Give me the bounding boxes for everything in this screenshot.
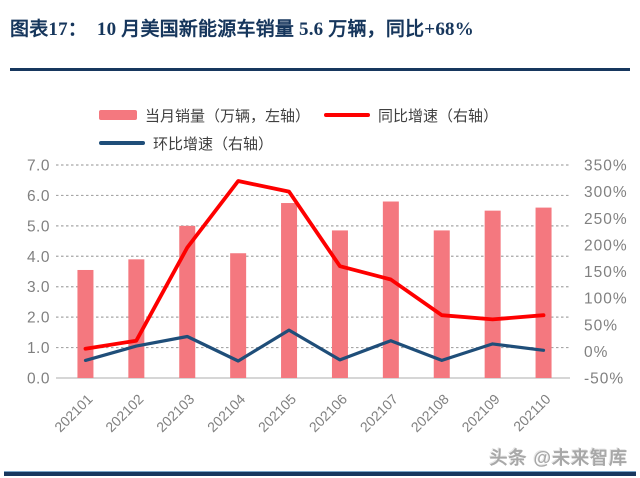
x-axis-label: 202104 [204,391,248,435]
right-axis-tick: 0% [584,344,608,361]
left-axis-tick: 3.0 [27,279,50,296]
x-axis-label: 202107 [357,391,401,435]
left-axis-tick: 2.0 [27,310,50,327]
title-divider [10,68,630,71]
bar-swatch-icon [99,110,137,120]
legend-item-sales: 当月销量（万辆，左轴） [99,105,310,126]
legend-label-mom: 环比增速（右轴） [153,135,274,153]
x-axis-label: 202108 [408,391,452,435]
right-axis-tick: -50% [584,371,624,388]
legend-row-1: 当月销量（万辆，左轴） 同比增速（右轴） [99,101,559,129]
left-axis-tick: 6.0 [27,188,50,205]
x-axis-label: 202101 [51,391,95,435]
watermark: 头条 @未来智库 [489,448,628,468]
right-axis-tick: 150% [584,264,628,281]
bar-202104 [230,253,247,378]
x-axis-label: 202105 [255,391,299,435]
right-axis-tick: 50% [584,317,618,334]
bar-202110 [535,207,552,378]
page-title: 图表17： 10 月美国新能源车销量 5.6 万辆，同比+68% [10,19,474,40]
legend-row-2: 环比增速（右轴） [99,129,559,157]
left-axis-tick: 5.0 [27,218,50,235]
left-axis-tick: 0.0 [27,371,50,388]
bar-202101 [77,269,94,378]
bar-202108 [433,230,450,378]
x-axis-label: 202109 [458,391,502,435]
legend-item-yoy: 同比增速（右轴） [324,105,498,126]
right-axis-tick: 100% [584,291,628,308]
chart-legend: 当月销量（万辆，左轴） 同比增速（右轴） 环比增速（右轴） [99,101,559,157]
left-axis-tick: 1.0 [27,340,50,357]
right-axis-tick: 250% [584,211,628,228]
right-axis-tick: 350% [584,158,628,175]
yoy-line [83,179,546,351]
right-axis-tick: 200% [584,237,628,254]
mom-line-swatch-icon [99,141,145,145]
mom-line [83,328,546,363]
x-axis-label: 202102 [102,391,146,435]
left-axis-tick: 7.0 [27,158,50,175]
bar-202109 [484,210,501,378]
bar-202107 [382,201,399,378]
footer-divider [4,471,636,476]
legend-label-yoy: 同比增速（右轴） [378,107,499,125]
yoy-line-swatch-icon [324,113,371,117]
x-axis-label: 202103 [153,391,197,435]
x-axis-label: 202106 [306,391,350,435]
legend-label-sales: 当月销量（万辆，左轴） [145,107,311,125]
right-axis-tick: 300% [584,184,628,201]
bar-202105 [281,203,298,378]
left-axis-tick: 4.0 [27,249,50,266]
x-axis-label: 202110 [510,391,554,435]
bar-202102 [128,259,145,378]
legend-item-mom: 环比增速（右轴） [99,133,273,154]
